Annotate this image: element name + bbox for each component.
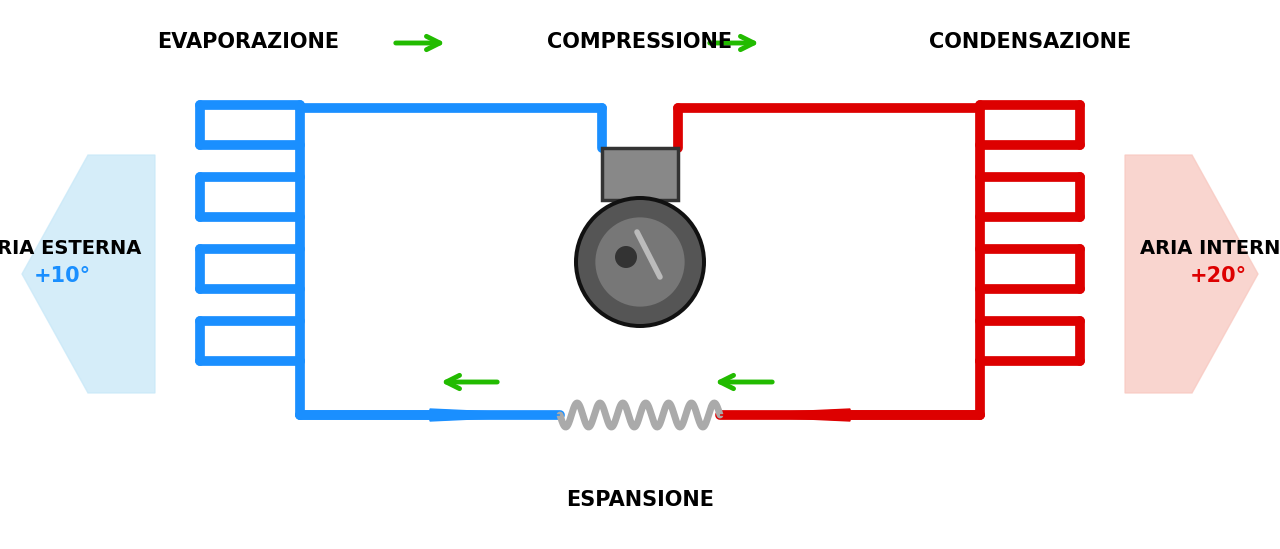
Polygon shape (22, 155, 155, 393)
Text: EVAPORAZIONE: EVAPORAZIONE (157, 32, 339, 52)
FancyBboxPatch shape (602, 148, 678, 200)
Polygon shape (719, 409, 850, 421)
Polygon shape (430, 409, 561, 421)
Polygon shape (1125, 155, 1258, 393)
Text: ARIA INTERNA: ARIA INTERNA (1140, 238, 1280, 257)
Circle shape (595, 217, 685, 307)
Text: ESPANSIONE: ESPANSIONE (566, 490, 714, 510)
Text: ARIA ESTERNA: ARIA ESTERNA (0, 238, 142, 257)
Text: +20°: +20° (1189, 266, 1247, 286)
Circle shape (573, 196, 707, 328)
Text: COMPRESSIONE: COMPRESSIONE (548, 32, 732, 52)
Circle shape (614, 246, 637, 268)
Text: CONDENSAZIONE: CONDENSAZIONE (929, 32, 1132, 52)
Circle shape (579, 200, 701, 324)
Text: +10°: +10° (33, 266, 91, 286)
